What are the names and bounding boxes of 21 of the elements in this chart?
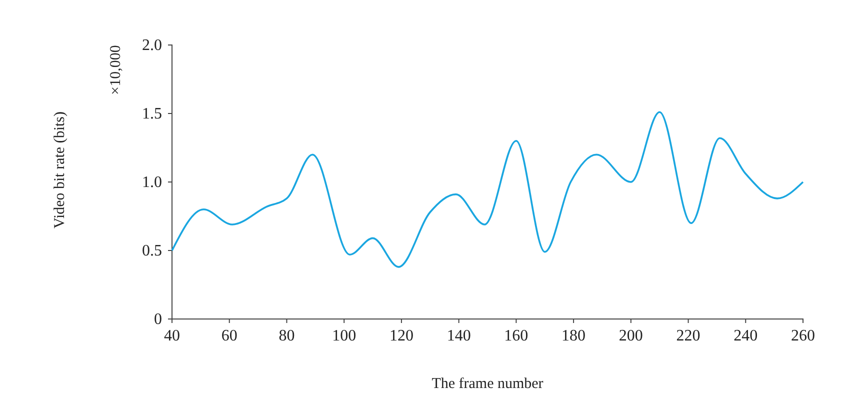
x-tick-label: 140: [446, 327, 471, 344]
x-tick-label: 40: [164, 327, 180, 344]
x-tick-label: 60: [221, 327, 238, 344]
x-tick-label: 160: [504, 327, 528, 344]
x-tick-label: 180: [562, 327, 586, 344]
y-tick-label: 2.0: [142, 37, 162, 54]
y-tick-label: 1.0: [142, 174, 162, 192]
x-tick-label: 100: [332, 327, 356, 344]
y-axis-title: Video bit rate (bits): [52, 112, 68, 228]
x-axis-title: The frame number: [432, 376, 544, 392]
x-tick-label: 120: [389, 327, 414, 344]
x-tick-label: 240: [734, 327, 758, 344]
text: ×10,000: [108, 45, 124, 95]
line-series: [171, 111, 804, 268]
y-tick-label: 1.5: [142, 106, 162, 123]
x-tick-label: 260: [791, 327, 815, 344]
x-tick-label: 80: [278, 327, 295, 344]
y-tick-label: 0.5: [142, 242, 162, 260]
y-tick-label: 0: [154, 311, 162, 328]
x-tick-label: 200: [618, 327, 643, 344]
x-tick-label: 220: [676, 327, 700, 344]
